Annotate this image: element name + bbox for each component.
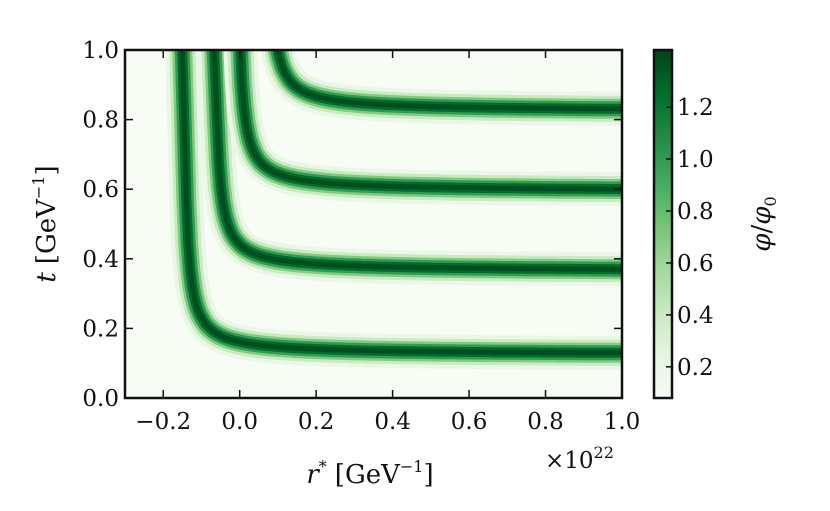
x-axis-ticks: −0.2 0.0 0.2 0.4 0.6 0.8 1.0 <box>135 50 640 435</box>
y-axis-label-unit-exp: −1 <box>29 176 48 200</box>
x-tick-label: 0.6 <box>451 409 488 435</box>
colorbar-label-den: φ <box>747 206 777 225</box>
x-axis-label-unit-end: ] <box>423 460 433 490</box>
x-tick-label: 0.8 <box>527 409 564 435</box>
x-tick-label: 1.0 <box>604 409 641 435</box>
y-tick-label: 0.2 <box>82 316 119 342</box>
x-axis-multiplier-exp: 22 <box>594 443 614 462</box>
y-tick-label: 0.6 <box>82 177 119 203</box>
y-tick-label: 0.4 <box>82 247 119 273</box>
colorbar-label: φ/φ0 <box>747 196 780 251</box>
colorbar-ticks: 0.2 0.4 0.6 0.8 1.0 1.2 <box>666 95 714 381</box>
y-axis-ticks: 0.0 0.2 0.4 0.6 0.8 1.0 <box>82 38 622 412</box>
colorbar-label-num: φ <box>747 233 777 252</box>
y-tick-label: 1.0 <box>82 38 119 64</box>
x-tick-label: 0.4 <box>374 409 411 435</box>
colorbar-tick-label: 1.0 <box>677 147 714 173</box>
colorbar-tick-label: 1.2 <box>677 95 714 121</box>
heatmap-band-3-layer-6 <box>237 50 622 192</box>
x-axis-label-unit: [GeV <box>335 460 401 490</box>
x-axis-multiplier: ×1022 <box>545 443 614 474</box>
heatmap <box>165 50 622 370</box>
x-axis-label-sup: * <box>319 457 327 476</box>
x-tick-label: 0.2 <box>298 409 335 435</box>
colorbar-tick-label: 0.6 <box>677 251 714 277</box>
y-axis-label-unit: [GeV <box>32 198 62 264</box>
colorbar-tick-label: 0.8 <box>677 199 714 225</box>
x-axis-label-unit-exp: −1 <box>400 457 424 476</box>
y-axis-label-symbol: t <box>32 272 62 283</box>
x-tick-label: 0.0 <box>221 409 258 435</box>
heatmap-band-1-layer-6 <box>179 50 622 356</box>
x-tick-label: −0.2 <box>135 409 191 435</box>
y-axis-label: t [GeV−1] <box>29 165 62 282</box>
plot-frame <box>123 48 624 400</box>
heatmap-band-2-layer-6 <box>211 50 622 272</box>
y-tick-label: 0.0 <box>82 386 119 412</box>
colorbar-label-den-sub: 0 <box>761 196 780 206</box>
y-axis-label-unit-end: ] <box>32 165 62 175</box>
colorbar-tick-label: 0.2 <box>677 355 714 381</box>
x-axis-label: r* [GeV−1] <box>306 457 433 490</box>
colorbar <box>652 48 674 400</box>
x-axis-multiplier-base: ×10 <box>545 448 594 474</box>
y-tick-label: 0.8 <box>82 108 119 134</box>
colorbar-label-slash: / <box>747 224 777 233</box>
colorbar-tick-label: 0.4 <box>677 303 714 329</box>
x-axis-label-symbol: r <box>306 460 320 490</box>
heatmap-band-4-layer-6 <box>275 50 622 112</box>
